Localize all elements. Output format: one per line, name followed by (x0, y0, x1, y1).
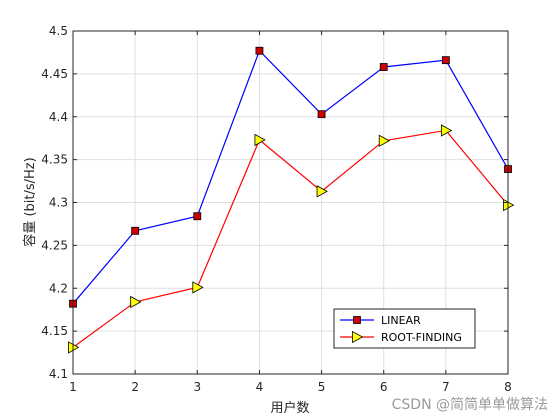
y-tick-label: 4.45 (41, 67, 68, 81)
y-tick-label: 4.25 (41, 238, 68, 252)
y-tick-label: 4.15 (41, 324, 68, 338)
ticks (72, 30, 509, 375)
series-line (72, 49, 509, 305)
x-tick-label: 3 (193, 380, 201, 394)
y-tick-label: 4.4 (49, 110, 68, 124)
data-point (440, 124, 453, 137)
series-line (72, 129, 509, 348)
legend-item: ROOT-FINDING (340, 330, 462, 344)
y-tick-label: 4.5 (49, 24, 68, 38)
y-tick-label: 4.35 (41, 153, 68, 167)
data-point (254, 133, 266, 147)
legend-marker (352, 330, 364, 344)
x-tick-label: 5 (318, 380, 326, 394)
data-point (130, 295, 142, 309)
data-point (255, 46, 264, 55)
data-point (192, 281, 204, 294)
legend-label: ROOT-FINDING (381, 331, 462, 344)
x-tick-label: 1 (69, 380, 77, 394)
x-tick-label: 4 (256, 380, 264, 394)
legend-marker (353, 316, 361, 324)
data-point (379, 63, 388, 71)
data-point (317, 110, 326, 119)
watermark: CSDN @简简单单做算法 (391, 397, 548, 413)
y-tick-labels: 4.1 4.15 4.2 4.25 4.3 4.35 4.4 4.45 4.5 (41, 24, 68, 381)
y-tick-label: 4.1 (49, 367, 68, 381)
series-layer (68, 46, 515, 354)
data-point (193, 212, 202, 221)
legend-label: LINEAR (381, 314, 421, 327)
x-tick-labels: 1 2 3 4 5 6 7 8 (69, 380, 512, 394)
data-point (378, 134, 391, 147)
x-tick-label: 7 (442, 380, 450, 394)
legend: LINEAR ROOT-FINDING (333, 308, 476, 349)
y-axis-label: 容量 (bit/s/Hz) (22, 157, 38, 246)
x-tick-label: 2 (131, 380, 139, 394)
x-axis-label: 用户数 (270, 400, 309, 416)
x-tick-label: 8 (504, 380, 512, 394)
data-point (441, 56, 450, 65)
y-tick-label: 4.3 (49, 196, 68, 210)
legend-item: LINEAR (340, 314, 421, 327)
x-tick-label: 6 (380, 380, 388, 394)
data-point (131, 226, 140, 235)
data-point (316, 185, 328, 198)
y-tick-label: 4.2 (49, 281, 68, 295)
legend-box (333, 308, 476, 349)
